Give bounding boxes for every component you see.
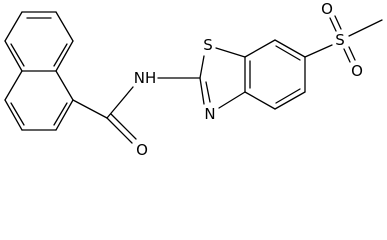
molecule-diagram: NH O S N S O O bbox=[4, 0, 383, 159]
bonds bbox=[4, 11, 383, 144]
atom-label: S bbox=[203, 36, 213, 54]
atom-label: O bbox=[321, 0, 333, 18]
atom-label: O bbox=[351, 62, 363, 80]
atom-label: O bbox=[136, 141, 148, 159]
atom-label: S bbox=[335, 31, 345, 49]
atom-label: N bbox=[204, 105, 215, 123]
atom-label: NH bbox=[134, 69, 157, 87]
